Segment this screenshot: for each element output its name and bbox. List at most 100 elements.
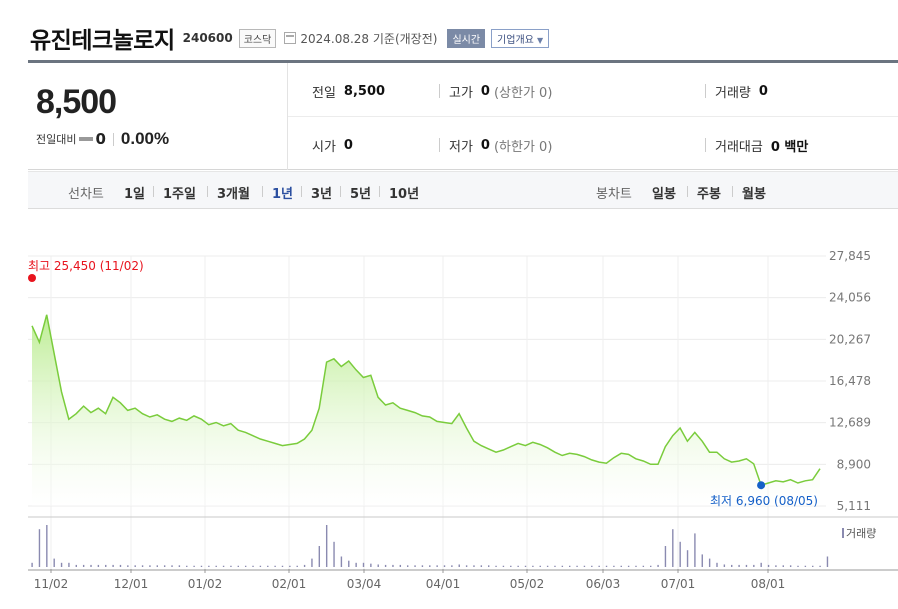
current-price-box: 8,500 전일대비 0 0.00% [28,63,288,170]
x-tick-label: 12/01 [114,577,149,591]
volume-bar [193,565,195,567]
volume-bar [443,565,446,567]
volume-bar [46,525,48,567]
volume-bar [222,565,225,567]
volume-bar [75,564,77,567]
volume-bar [348,560,350,567]
period-divider [207,186,208,197]
volume-bar [775,565,777,567]
prev-close-label: 전일 [312,86,336,101]
prev-close-value: 8,500 [343,84,386,99]
volume-bar [31,562,33,567]
volume-bar [208,565,210,567]
volume-bar [465,565,468,567]
volume-bar [569,565,571,567]
volume-bar [613,565,615,567]
volume-bar [333,541,335,567]
volume-bar [384,564,387,567]
period-1y[interactable]: 1년 [272,187,294,202]
volume-bar [311,558,313,567]
volume-label: 거래량 [846,527,876,540]
volume-bar [605,565,608,567]
candle-monthly[interactable]: 월봉 [742,187,766,202]
x-tick-label: 01/02 [188,577,223,591]
period-3y[interactable]: 3년 [311,187,333,202]
volume-bar [819,565,821,567]
volume-bar [576,565,578,567]
volume-bar [458,564,460,567]
volume-bar [694,533,696,567]
period-divider [262,186,263,197]
volume-bar [510,565,512,567]
volume-bar [267,565,269,567]
volume-bar [38,529,41,567]
volume-bar [546,565,549,567]
current-price: 8,500 [36,83,117,121]
y-tick-label: 16,478 [829,374,871,388]
company-overview-button[interactable]: 기업개요 ▼ [491,28,550,48]
volume-bar [68,562,70,567]
volume-bar [230,565,232,567]
volume-value: 0 [758,84,768,99]
y-tick-label: 8,900 [837,457,871,471]
volume-bar [149,565,151,567]
volume-bar [716,562,718,567]
volume-bar [789,565,792,567]
volume-bar [797,565,799,567]
volume-bar [657,564,659,567]
volume-bar [642,565,645,567]
high-price: 고가 0 (상한가 0) [449,82,552,101]
volume-bar [156,565,158,567]
volume-bar [90,564,92,567]
x-tick-label: 04/01 [426,577,461,591]
volume-bar [178,565,181,567]
volume-bar [679,541,681,567]
volume-bar [480,565,483,567]
period-divider [732,186,733,197]
volume-bar [237,565,240,567]
volume-bar [355,562,357,567]
y-tick-label: 20,267 [829,332,871,346]
period-5y[interactable]: 5년 [350,187,372,202]
volume-bar [289,565,291,567]
realtime-button[interactable]: 실시간 [447,28,486,48]
volume-bar [598,565,600,567]
volume-bar [105,564,107,567]
volume-bar [53,558,55,567]
period-10y[interactable]: 10년 [389,187,420,202]
candle-weekly[interactable]: 주봉 [697,187,721,202]
volume-bar [826,556,829,567]
volume-label: 거래량 [715,86,751,101]
lower-limit: (하한가 0) [493,140,553,155]
change-value: 0 [95,130,106,148]
min-label: 최저 6,960 (08/05) [710,494,818,508]
price-line [31,314,821,487]
y-tick-label: 5,111 [837,499,871,513]
candle-daily[interactable]: 일봉 [652,187,676,202]
change-percent: 0.00% [120,129,170,148]
x-tick-label: 02/01 [272,577,307,591]
period-1d[interactable]: 1일 [124,187,146,202]
volume-bar [554,565,556,567]
period-3m[interactable]: 3개월 [217,187,250,202]
volume-bar [487,565,490,567]
amount-value: 0 백만 [770,140,809,155]
volume-bar [274,565,276,567]
low-value: 0 [480,138,490,153]
y-tick-label: 27,845 [829,249,871,263]
trade-amount: 거래대금 0 백만 [715,136,808,155]
chart-period-bar: 선차트 1일 1주일 3개월 1년 3년 5년 10년 봉차트 일봉 주봉 월봉 [28,171,898,209]
volume-bar [119,564,122,567]
volume-bar [591,565,593,567]
volume-bar [429,565,431,567]
volume-bar [782,565,784,567]
period-1w[interactable]: 1주일 [163,187,196,202]
period-divider [153,186,154,197]
volume-bar [414,565,416,567]
volume-bar [708,558,711,567]
volume-bar [318,546,321,567]
volume-bar [627,565,630,567]
volume-bar [244,565,247,567]
open-price: 시가 0 [312,136,353,155]
volume-bar [436,565,438,567]
